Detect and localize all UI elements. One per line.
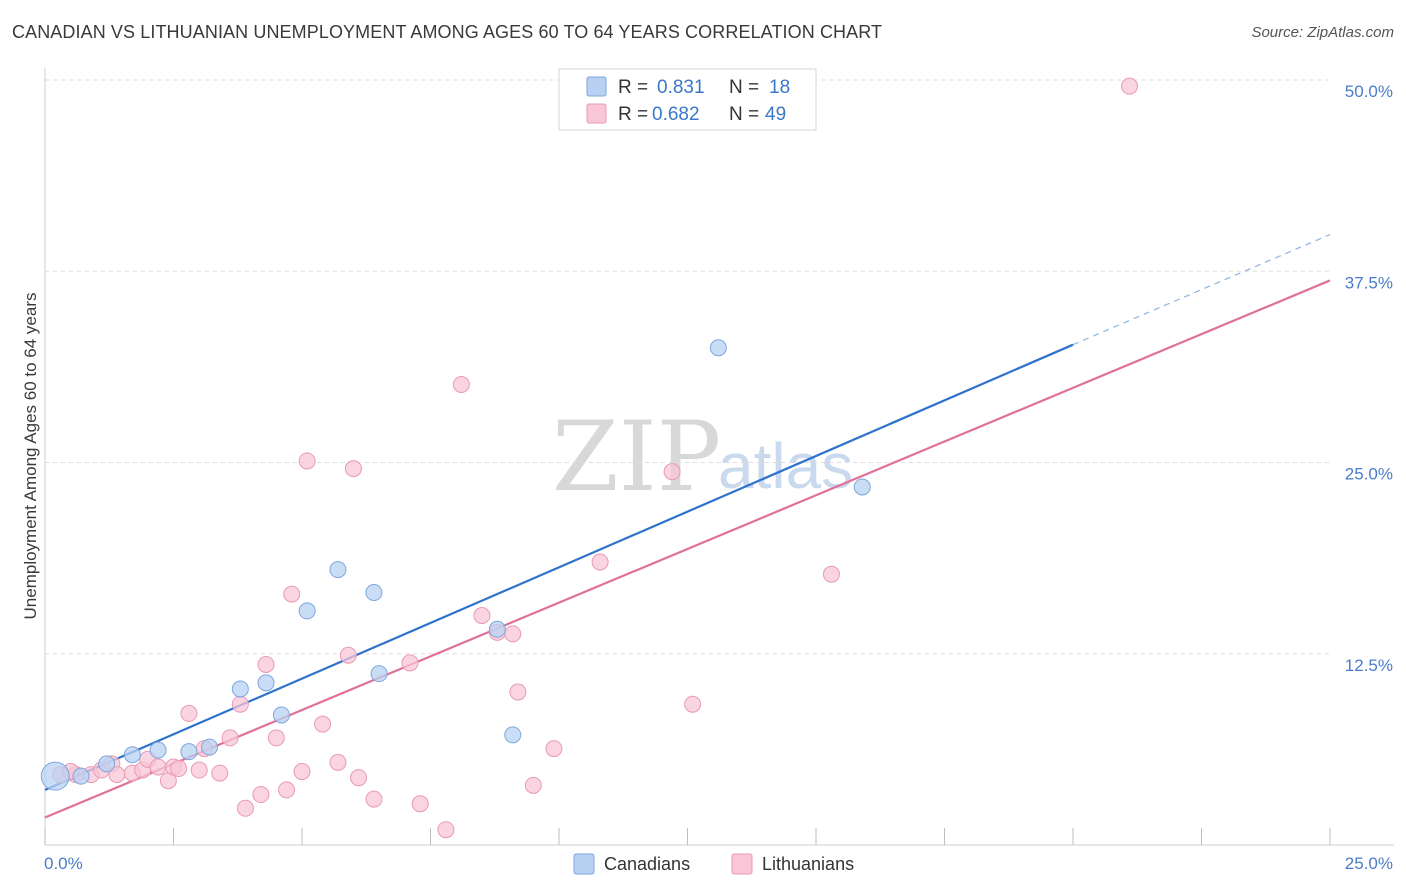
legend-r-label-canadians: R = bbox=[618, 77, 648, 98]
point-canadians-3 bbox=[123, 746, 141, 764]
legend-n-label-canadians: N = bbox=[729, 77, 759, 98]
point-lithuanians-32 bbox=[401, 654, 419, 672]
point-lithuanians-42 bbox=[591, 553, 609, 571]
series-legend: Canadians Lithuanians bbox=[573, 853, 854, 875]
point-lithuanians-29 bbox=[344, 460, 362, 478]
y-tick-label-3: 50.0% bbox=[1345, 82, 1393, 101]
trendline-canadians-extension bbox=[1072, 233, 1331, 346]
point-lithuanians-41 bbox=[545, 740, 563, 758]
point-lithuanians-28 bbox=[339, 646, 357, 664]
point-canadians-13 bbox=[370, 665, 388, 683]
point-lithuanians-30 bbox=[350, 769, 368, 787]
point-canadians-14 bbox=[488, 620, 506, 638]
watermark-zip: ZIP bbox=[552, 401, 721, 513]
correlation-legend: R = 0.831 N = 18 R = 0.682 N = 49 bbox=[558, 68, 817, 131]
chart-source: Source: ZipAtlas.com bbox=[1251, 24, 1394, 41]
legend-r-value-canadians: 0.831 bbox=[657, 77, 705, 98]
point-canadians-1 bbox=[72, 767, 90, 785]
bottom-legend-swatch-canadians bbox=[573, 853, 595, 875]
trend-lines bbox=[44, 233, 1331, 819]
point-lithuanians-22 bbox=[278, 781, 296, 799]
x-tick-label-0: 0.0% bbox=[44, 854, 83, 873]
legend-r-value-lithuanians: 0.682 bbox=[652, 104, 700, 125]
bottom-legend-label-canadians: Canadians bbox=[604, 854, 690, 874]
point-canadians-16 bbox=[709, 339, 727, 357]
axes bbox=[44, 68, 1394, 846]
trendline-lithuanians bbox=[44, 279, 1331, 819]
legend-swatch-canadians bbox=[586, 76, 607, 97]
point-canadians-17 bbox=[853, 478, 871, 496]
point-lithuanians-39 bbox=[509, 683, 527, 701]
y-tick-label-2: 37.5% bbox=[1345, 273, 1393, 292]
point-lithuanians-13 bbox=[190, 761, 208, 779]
point-lithuanians-36 bbox=[473, 607, 491, 624]
trendline-canadians bbox=[44, 343, 1074, 791]
legend-n-value-lithuanians: 49 bbox=[765, 104, 786, 125]
point-canadians-15 bbox=[504, 726, 522, 744]
point-canadians-6 bbox=[200, 738, 218, 756]
point-canadians-5 bbox=[180, 743, 198, 761]
bottom-legend-label-lithuanians: Lithuanians bbox=[762, 854, 854, 874]
point-lithuanians-15 bbox=[211, 764, 229, 782]
point-lithuanians-26 bbox=[314, 715, 332, 733]
y-tick-labels: 12.5% 25.0% 37.5% 50.0% bbox=[1345, 82, 1393, 675]
point-canadians-11 bbox=[329, 561, 347, 579]
watermark-atlas: atlas bbox=[718, 430, 853, 502]
legend-r-label-lithuanians: R = bbox=[618, 104, 648, 125]
point-lithuanians-38 bbox=[504, 625, 522, 643]
y-tick-label-1: 25.0% bbox=[1345, 465, 1393, 484]
point-canadians-4 bbox=[149, 741, 167, 759]
point-canadians-8 bbox=[257, 674, 275, 692]
point-lithuanians-17 bbox=[231, 695, 249, 713]
point-lithuanians-25 bbox=[298, 452, 316, 470]
point-lithuanians-21 bbox=[267, 729, 285, 747]
point-lithuanians-31 bbox=[365, 790, 383, 808]
grid bbox=[45, 79, 1330, 655]
point-lithuanians-34 bbox=[437, 821, 455, 839]
point-lithuanians-16 bbox=[221, 729, 239, 747]
x-tick-labels: 0.0% 25.0% bbox=[44, 854, 1393, 873]
point-lithuanians-45 bbox=[822, 565, 840, 583]
point-lithuanians-46 bbox=[1121, 77, 1139, 95]
point-lithuanians-48 bbox=[170, 760, 188, 777]
point-lithuanians-12 bbox=[180, 704, 198, 722]
legend-swatch-lithuanians bbox=[586, 103, 607, 124]
point-lithuanians-27 bbox=[329, 753, 347, 771]
point-lithuanians-43 bbox=[663, 463, 681, 481]
point-lithuanians-40 bbox=[524, 776, 542, 794]
point-canadians-12 bbox=[365, 584, 383, 602]
y-tick-label-0: 12.5% bbox=[1345, 656, 1393, 675]
chart-title: CANADIAN VS LITHUANIAN UNEMPLOYMENT AMON… bbox=[12, 22, 883, 42]
watermark: ZIP atlas bbox=[552, 401, 853, 513]
point-lithuanians-9 bbox=[149, 758, 167, 776]
legend-n-label-lithuanians: N = bbox=[729, 104, 759, 125]
point-lithuanians-18 bbox=[236, 799, 254, 817]
point-lithuanians-20 bbox=[257, 655, 275, 673]
point-canadians-7 bbox=[231, 680, 249, 698]
point-canadians-9 bbox=[272, 706, 290, 724]
point-lithuanians-44 bbox=[684, 695, 702, 713]
point-canadians-2 bbox=[98, 755, 116, 773]
point-lithuanians-19 bbox=[252, 786, 270, 804]
point-canadians-0 bbox=[40, 761, 70, 791]
point-canadians-10 bbox=[298, 602, 316, 620]
legend-n-value-canadians: 18 bbox=[769, 77, 790, 98]
data-points bbox=[40, 77, 1139, 839]
point-lithuanians-33 bbox=[411, 795, 429, 813]
point-lithuanians-35 bbox=[452, 375, 470, 393]
point-lithuanians-24 bbox=[293, 763, 311, 781]
bottom-legend-swatch-lithuanians bbox=[731, 853, 753, 875]
point-lithuanians-23 bbox=[283, 585, 301, 603]
x-tick-label-1: 25.0% bbox=[1345, 854, 1393, 873]
